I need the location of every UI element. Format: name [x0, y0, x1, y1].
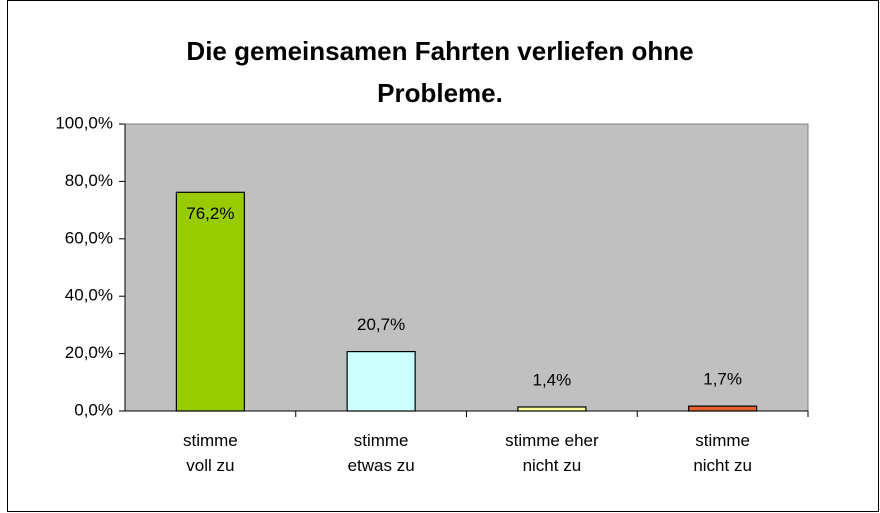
chart-title: Die gemeinsamen Fahrten verliefen ohne P… — [186, 36, 694, 108]
y-tick-label: 80,0% — [65, 171, 113, 190]
bar — [517, 406, 587, 412]
value-label: 20,7% — [357, 315, 405, 334]
x-tick-label: stimme eher nicht zu — [505, 431, 599, 475]
x-tick-label: stimme etwas zu — [347, 431, 415, 475]
value-label: 1,4% — [533, 370, 572, 389]
y-tick-label: 0,0% — [74, 400, 113, 419]
x-tick-label: stimme nicht zu — [693, 431, 752, 475]
y-tick-label: 40,0% — [65, 286, 113, 305]
y-tick-label: 60,0% — [65, 228, 113, 247]
x-tick-label: stimme voll zu — [182, 431, 238, 475]
bar — [688, 405, 758, 412]
value-label: 76,2% — [186, 204, 234, 223]
value-label: 1,7% — [703, 370, 742, 389]
y-tick-label: 100,0% — [55, 113, 113, 132]
bar — [175, 191, 245, 412]
y-tick-label: 20,0% — [65, 343, 113, 362]
bar — [346, 350, 416, 412]
